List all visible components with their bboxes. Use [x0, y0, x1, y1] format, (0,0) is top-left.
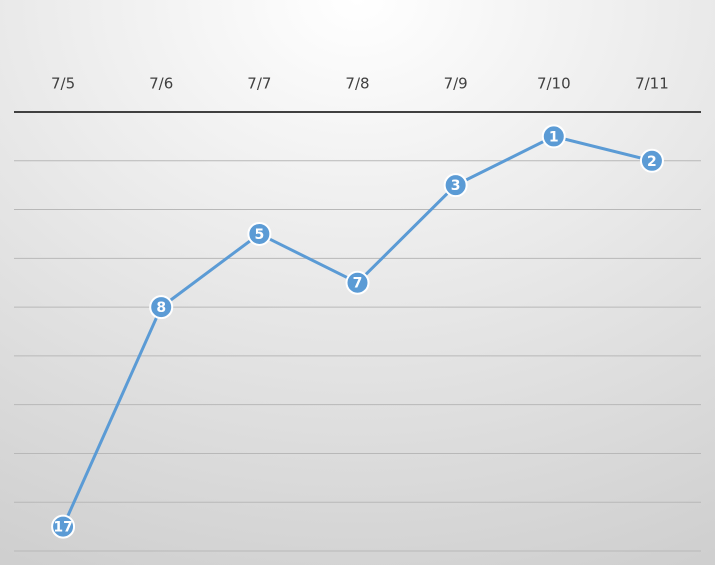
x-tick-label: 7/8 — [345, 75, 369, 93]
data-label: 3 — [451, 178, 461, 194]
x-tick-label: 7/11 — [635, 75, 669, 93]
x-tick-label: 7/7 — [247, 75, 271, 93]
data-label: 1 — [549, 129, 559, 145]
marker — [639, 148, 664, 173]
data-label: 5 — [254, 227, 264, 243]
marker — [149, 295, 174, 320]
marker — [247, 221, 272, 246]
marker — [541, 124, 566, 149]
data-label: 2 — [647, 154, 657, 170]
marker — [345, 270, 370, 295]
data-label: 7 — [353, 276, 363, 292]
x-tick-label: 7/6 — [149, 75, 173, 93]
data-label: 17 — [53, 520, 72, 536]
x-tick-label: 7/9 — [444, 75, 468, 93]
marker — [443, 173, 468, 198]
marker — [51, 514, 76, 539]
x-tick-label: 7/10 — [537, 75, 571, 93]
x-tick-label: 7/5 — [51, 75, 75, 93]
data-label: 8 — [156, 300, 166, 316]
